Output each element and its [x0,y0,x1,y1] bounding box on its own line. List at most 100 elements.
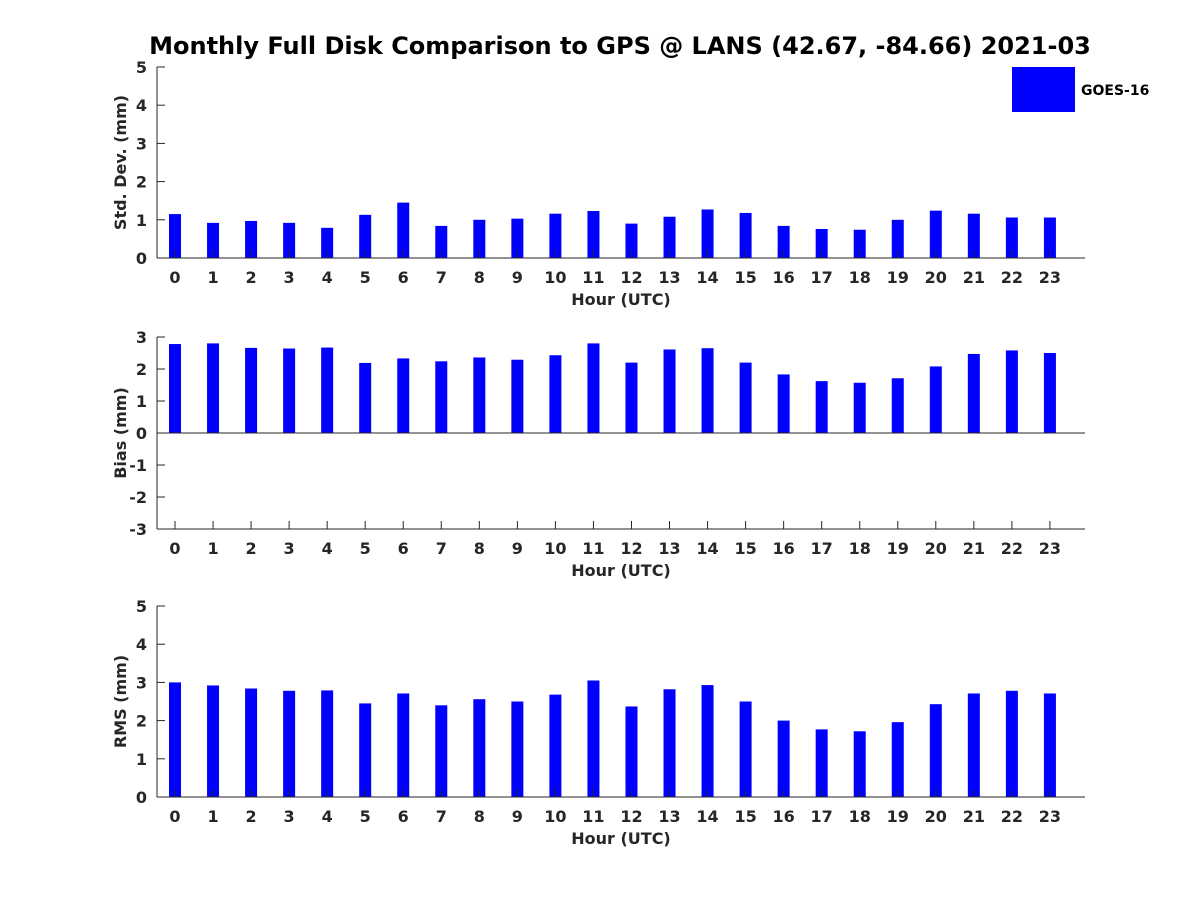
bar-hour-4 [321,690,334,797]
y-tick-label: 3 [136,134,147,153]
x-tick-label: 15 [734,807,756,826]
x-tick-label: 16 [773,807,795,826]
x-tick-label: 17 [811,539,833,558]
bar-hour-20 [929,366,942,433]
bar-hour-20 [929,704,942,797]
bar-hour-22 [1005,350,1018,433]
bar-hour-12 [625,223,638,258]
bar-hour-23 [1043,217,1056,258]
bar-hour-2 [245,347,258,433]
bar-hour-11 [587,211,600,258]
bar-hour-15 [739,362,752,433]
x-tick-label: 12 [620,539,642,558]
bar-hour-6 [397,358,410,433]
x-tick-label: 11 [582,268,604,287]
x-tick-label: 5 [360,539,371,558]
bar-hour-9 [511,701,524,797]
y-tick-label: -1 [129,456,147,475]
bar-hour-0 [169,214,181,258]
y-tick-label: 3 [136,328,147,347]
x-tick-label: 5 [360,807,371,826]
y-tick-label: 4 [136,96,147,115]
bar-hour-3 [283,222,296,258]
x-tick-label: 15 [734,539,756,558]
x-tick-label: 11 [582,807,604,826]
y-tick-label: 0 [136,788,147,807]
bar-hour-8 [473,357,486,433]
x-axis-label: Hour (UTC) [571,561,671,580]
x-tick-label: 17 [811,268,833,287]
y-tick-label: 4 [136,635,147,654]
y-tick-label: 2 [136,712,147,731]
y-tick-label: 2 [136,360,147,379]
x-tick-label: 15 [734,268,756,287]
bar-hour-12 [625,362,638,433]
x-tick-label: 22 [1001,268,1023,287]
x-tick-label: 6 [398,539,409,558]
x-tick-label: 22 [1001,539,1023,558]
x-tick-label: 22 [1001,807,1023,826]
y-tick-label: 1 [136,392,147,411]
bar-hour-19 [891,378,904,433]
bar-hour-1 [207,343,220,433]
bar-hour-3 [283,690,296,797]
bar-hour-16 [777,374,790,433]
x-tick-label: 7 [436,268,447,287]
x-tick-label: 20 [925,268,947,287]
x-tick-label: 6 [398,807,409,826]
bar-hour-16 [777,720,790,797]
x-axis-label: Hour (UTC) [571,290,671,309]
bar-hour-22 [1005,690,1018,797]
chart-title: Monthly Full Disk Comparison to GPS @ LA… [149,32,1091,60]
bar-hour-7 [435,361,448,433]
y-tick-label: 2 [136,173,147,192]
x-tick-label: 3 [284,807,295,826]
x-tick-label: 21 [963,539,985,558]
x-tick-label: 7 [436,807,447,826]
x-tick-label: 18 [849,807,871,826]
x-tick-label: 10 [544,807,566,826]
y-axis-label: Bias (mm) [111,387,130,479]
bar-hour-2 [245,220,258,258]
x-tick-label: 20 [925,807,947,826]
x-tick-label: 10 [544,539,566,558]
x-tick-label: 9 [512,268,523,287]
x-tick-label: 0 [169,807,180,826]
x-tick-label: 8 [474,539,485,558]
bar-hour-14 [701,348,714,433]
x-tick-label: 7 [436,539,447,558]
bar-hour-6 [397,693,410,797]
bar-hour-10 [549,355,562,433]
y-tick-label: 5 [136,597,147,616]
bar-hour-18 [853,382,866,433]
bar-hour-8 [473,699,486,797]
x-tick-label: 2 [246,807,257,826]
legend: GOES-16 [1012,67,1149,112]
bar-hour-11 [587,680,600,797]
bar-hour-0 [169,682,181,797]
bar-hour-21 [967,213,980,258]
bar-hour-5 [359,703,372,797]
x-tick-label: 10 [544,268,566,287]
bar-hour-9 [511,359,524,433]
bar-hour-3 [283,348,296,433]
legend-label: GOES-16 [1081,83,1149,99]
x-tick-label: 13 [658,807,680,826]
bar-hour-12 [625,706,638,797]
bar-hour-1 [207,685,220,797]
bar-hour-14 [701,685,714,797]
bar-hour-10 [549,694,562,797]
x-tick-label: 20 [925,539,947,558]
bar-hour-10 [549,213,562,258]
x-tick-label: 16 [773,268,795,287]
y-tick-label: -2 [129,488,147,507]
x-tick-label: 8 [474,807,485,826]
bar-hour-16 [777,225,790,258]
x-tick-label: 9 [512,539,523,558]
x-tick-label: 12 [620,807,642,826]
bar-hour-1 [207,222,220,258]
x-tick-label: 21 [963,268,985,287]
bar-hour-7 [435,705,448,797]
